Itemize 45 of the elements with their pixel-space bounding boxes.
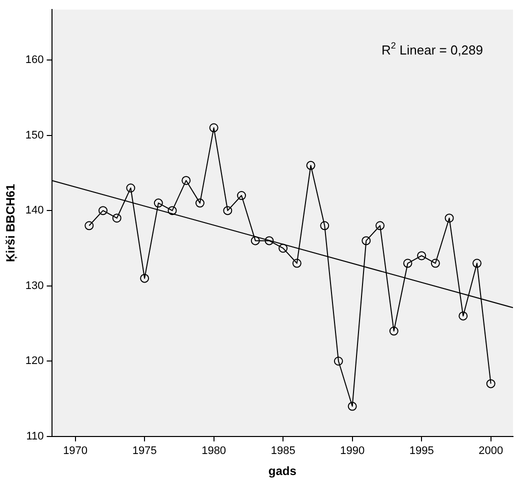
y-axis-title: Ķirši BBCH61 [4, 184, 18, 262]
y-tick-label: 160 [25, 54, 44, 66]
point [472, 258, 482, 268]
point [195, 198, 204, 208]
point [98, 206, 108, 216]
x-tick-label: 1970 [63, 445, 88, 458]
point [140, 274, 150, 283]
point [112, 214, 122, 223]
point [389, 326, 398, 336]
point [264, 236, 274, 246]
point [223, 206, 232, 216]
y-tick-label: 110 [26, 430, 44, 442]
point [486, 379, 496, 388]
point [417, 251, 426, 260]
y-tick-label: 120 [25, 355, 44, 368]
x-tick-label: 1985 [270, 445, 296, 458]
point [278, 244, 288, 253]
point [458, 311, 468, 320]
x-tick-label: 2000 [478, 445, 504, 458]
point [250, 236, 260, 246]
x-tick-label: 1995 [409, 445, 434, 458]
y-tick-label: 140 [25, 204, 44, 217]
point [182, 176, 191, 185]
point [403, 258, 412, 268]
x-tick-label: 1990 [340, 445, 365, 458]
point [154, 198, 163, 208]
point [84, 221, 94, 230]
point [348, 402, 357, 411]
y-tick-label: 150 [25, 129, 44, 142]
x-axis-title: gads [268, 464, 297, 478]
point [334, 356, 343, 366]
point [237, 191, 246, 200]
y-tick-label: 130 [25, 280, 44, 292]
point [362, 236, 371, 246]
point [292, 258, 302, 268]
point [376, 221, 385, 230]
point [430, 258, 440, 268]
point [444, 214, 454, 223]
x-tick-label: 1980 [202, 445, 226, 458]
point [306, 160, 316, 170]
point [126, 184, 136, 192]
point [209, 123, 218, 132]
point [320, 221, 330, 230]
x-tick-label: 1975 [132, 445, 157, 458]
point [168, 206, 177, 216]
